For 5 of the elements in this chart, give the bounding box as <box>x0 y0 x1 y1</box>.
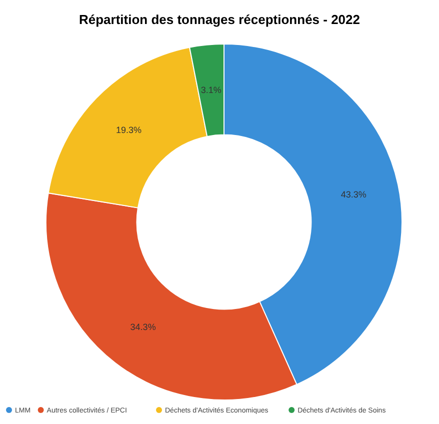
data-label: 3.1% <box>200 85 222 96</box>
data-label: 43.3% <box>340 189 366 200</box>
chart-title: Répartition des tonnages réceptionnés - 2022 <box>78 12 360 27</box>
data-label: 19.3% <box>116 124 142 135</box>
data-label: 34.3% <box>130 322 156 332</box>
